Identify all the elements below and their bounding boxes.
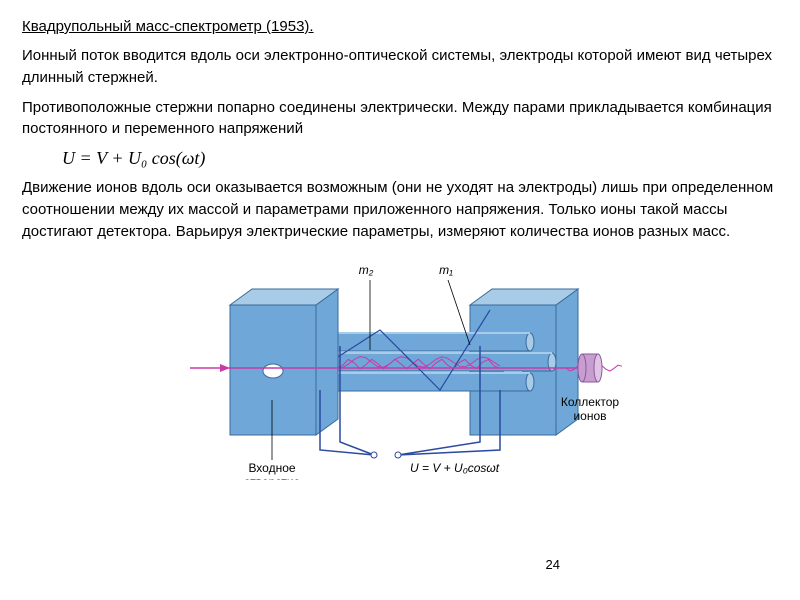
diagram-container: m₂ m₁ Входноеотверстие U = V + U₀cosωt Колле… xyxy=(22,250,778,480)
quadrupole-diagram: m₂ m₁ Входноеотверстие U = V + U₀cosωt Колле… xyxy=(170,250,630,480)
svg-text:Коллектор: Коллектор xyxy=(561,395,619,409)
page-title: Квадрупольный масс-спектрометр (1953). xyxy=(22,18,778,35)
svg-text:отверстие: отверстие xyxy=(244,475,301,480)
slide-number: 24 xyxy=(546,557,560,572)
svg-text:m₁: m₁ xyxy=(439,263,453,277)
voltage-formula: U = V + U₀ cos(ωt) xyxy=(62,148,778,169)
svg-text:ионов: ионов xyxy=(573,409,606,423)
svg-text:m₂: m₂ xyxy=(359,263,374,277)
paragraph-3: Движение ионов вдоль оси оказывается воз… xyxy=(22,177,778,242)
paragraph-2: Противоположные стержни попарно соединен… xyxy=(22,97,778,141)
paragraph-1: Ионный поток вводится вдоль оси электрон… xyxy=(22,45,778,89)
svg-text:Входное: Входное xyxy=(248,461,295,475)
svg-text:U = V + U₀cosωt: U = V + U₀cosωt xyxy=(410,461,500,475)
